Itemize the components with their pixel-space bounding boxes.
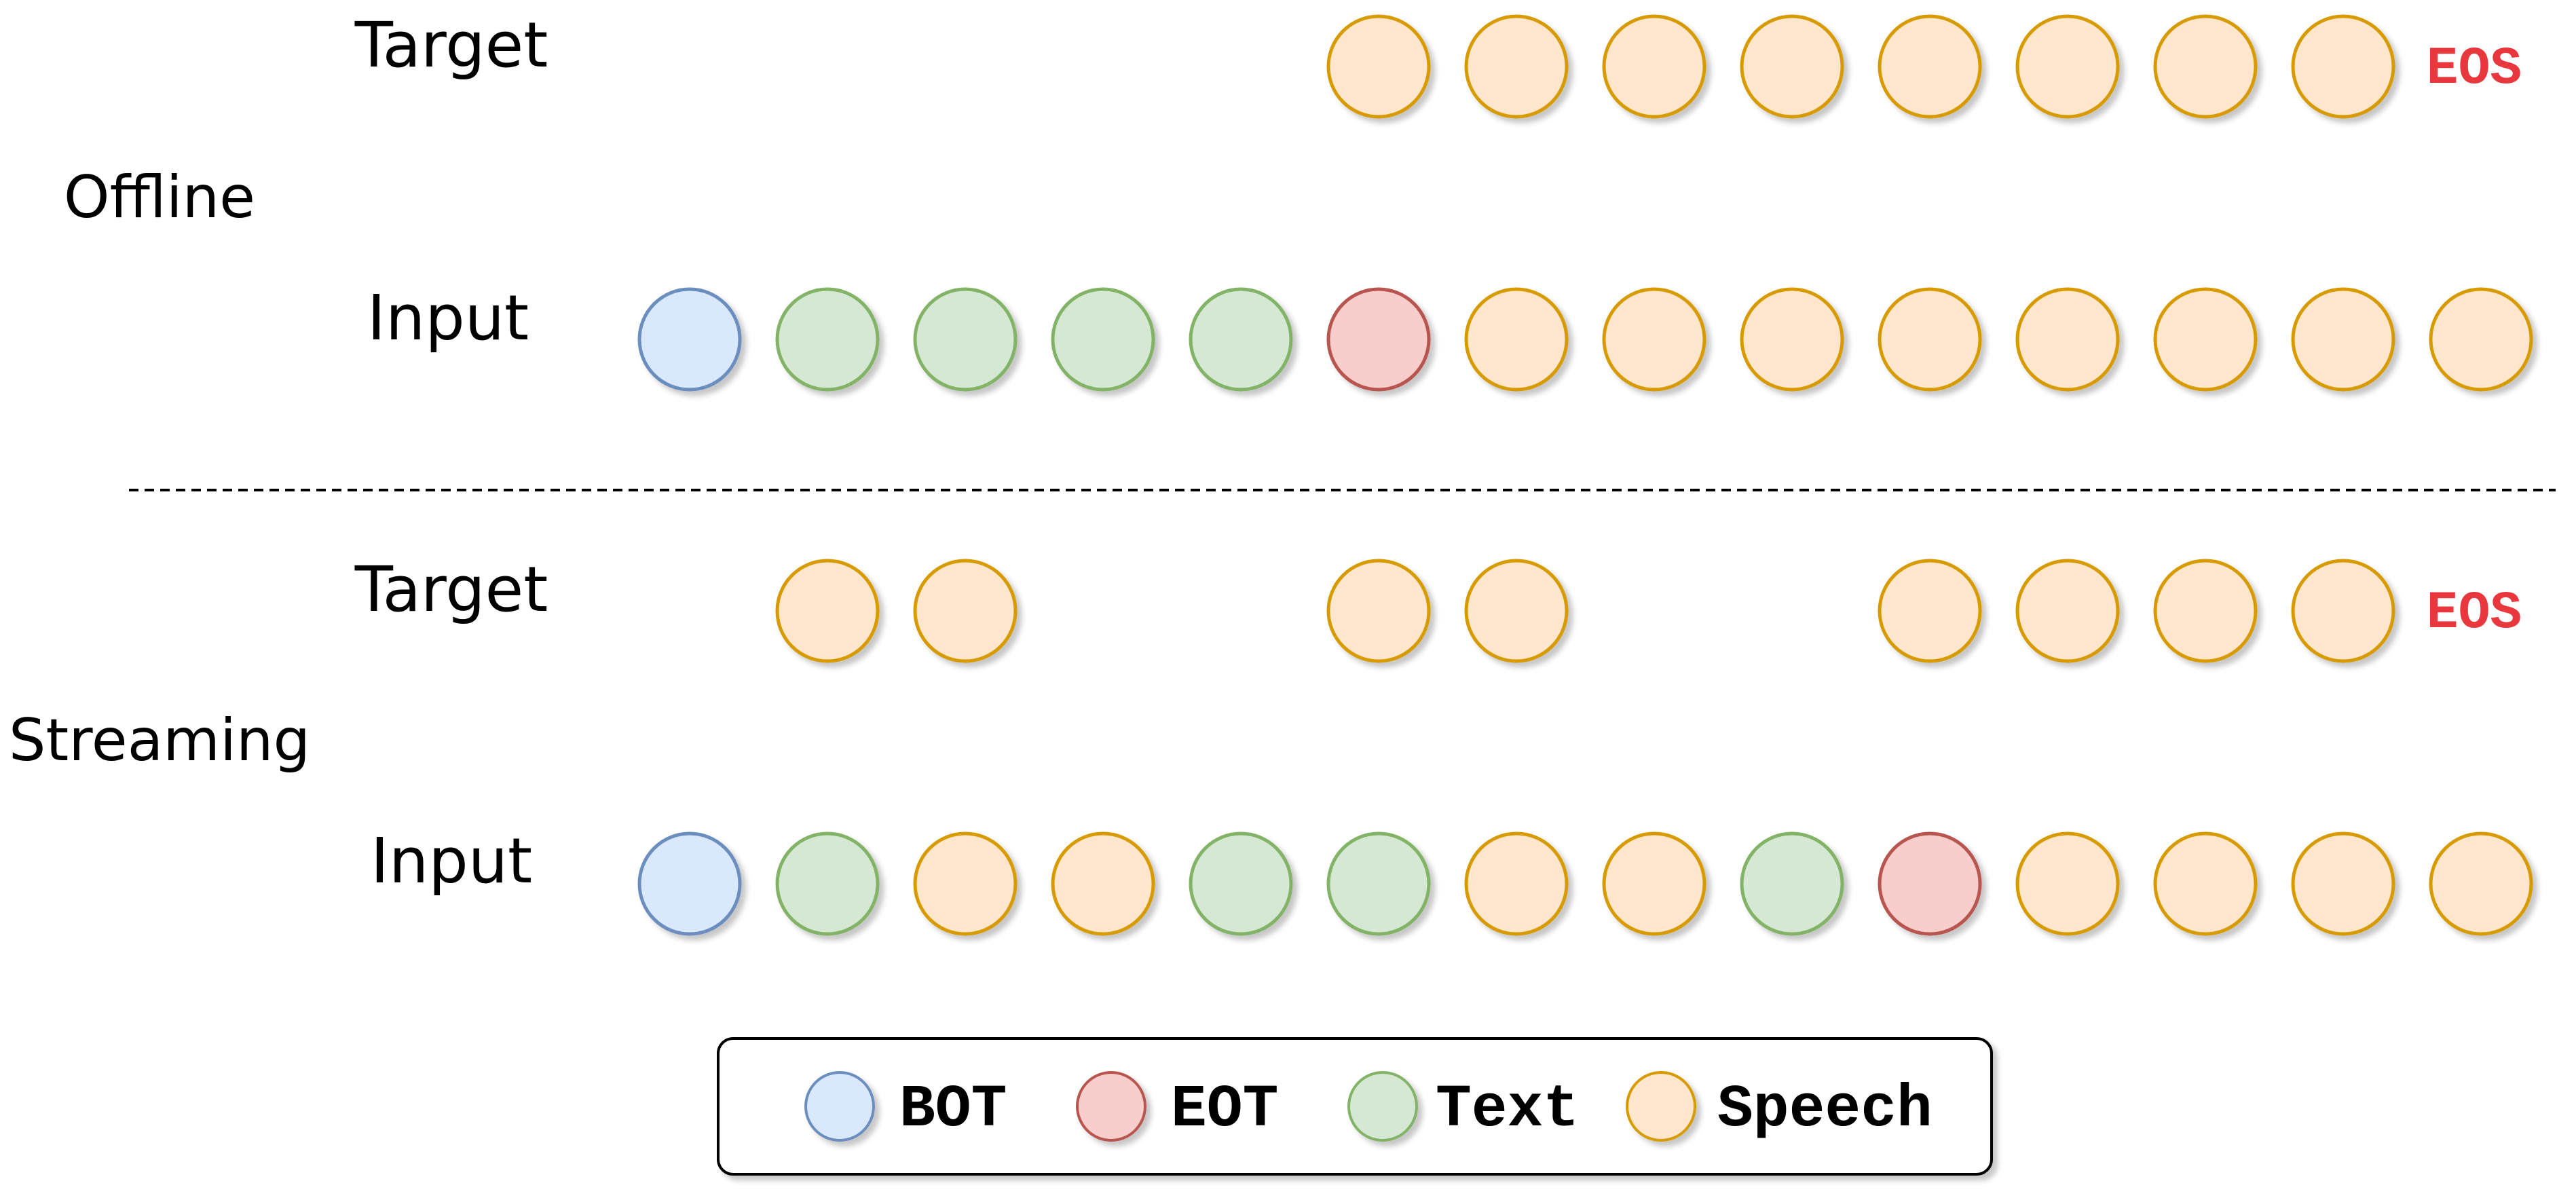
- streaming-target-token-speech: [1878, 559, 1982, 663]
- offline-input-token-speech: [2153, 287, 2258, 392]
- legend-swatch-eot: [1076, 1071, 1146, 1142]
- offline-input-token-speech: [2291, 287, 2395, 392]
- legend-label-text: Text: [1436, 1077, 1579, 1144]
- streaming-target-row: [775, 559, 2395, 663]
- offline-target-token-speech: [1878, 14, 1982, 119]
- streaming-input-token-text: [775, 831, 880, 936]
- offline-input-token-text: [913, 287, 1018, 392]
- offline-input-token-text: [1189, 287, 1293, 392]
- streaming-input-token-speech: [2429, 831, 2533, 936]
- streaming-input-token-speech: [2291, 831, 2395, 936]
- eos-label-streaming: EOS: [2427, 584, 2522, 643]
- row-label-offline-target: Target: [354, 9, 548, 81]
- legend-label-eot: EOT: [1171, 1077, 1278, 1144]
- offline-input-token-speech: [1740, 287, 1844, 392]
- offline-input-token-text: [775, 287, 880, 392]
- offline-input-row: [637, 287, 2533, 392]
- offline-input-token-eot: [1326, 287, 1431, 392]
- streaming-target-token-speech: [1326, 559, 1431, 663]
- offline-input-token-speech: [2429, 287, 2533, 392]
- row-label-streaming-input: Input: [371, 825, 532, 897]
- offline-input-token-bot: [637, 287, 742, 392]
- streaming-target-token-speech: [1464, 559, 1569, 663]
- legend-swatch-text: [1347, 1071, 1418, 1142]
- offline-target-token-speech: [1602, 14, 1706, 119]
- streaming-input-token-speech: [1051, 831, 1155, 936]
- streaming-input-token-text: [1740, 831, 1844, 936]
- row-label-offline-input: Input: [367, 282, 529, 354]
- offline-target-token-speech: [2015, 14, 2120, 119]
- offline-target-row: [1326, 14, 2395, 119]
- offline-target-token-speech: [2291, 14, 2395, 119]
- legend: BOT EOT Text Speech: [717, 1037, 1993, 1176]
- offline-input-token-text: [1051, 287, 1155, 392]
- streaming-target-token-speech: [2291, 559, 2395, 663]
- offline-target-token-speech: [1326, 14, 1431, 119]
- streaming-input-row: [637, 831, 2533, 936]
- row-label-streaming-target: Target: [354, 553, 548, 626]
- offline-target-token-speech: [2153, 14, 2258, 119]
- eos-label-offline: EOS: [2427, 39, 2522, 99]
- section-label-offline: Offline: [64, 164, 255, 231]
- legend-swatch-bot: [804, 1071, 875, 1142]
- offline-target-token-speech: [1464, 14, 1569, 119]
- streaming-input-token-speech: [1464, 831, 1569, 936]
- streaming-input-token-speech: [2153, 831, 2258, 936]
- offline-input-token-speech: [1878, 287, 1982, 392]
- streaming-input-token-bot: [637, 831, 742, 936]
- legend-swatch-speech: [1626, 1071, 1696, 1142]
- streaming-input-token-speech: [1602, 831, 1706, 936]
- streaming-input-token-text: [1189, 831, 1293, 936]
- streaming-target-token-speech: [2153, 559, 2258, 663]
- offline-input-token-speech: [1464, 287, 1569, 392]
- section-label-streaming: Streaming: [9, 707, 310, 774]
- streaming-input-token-eot: [1878, 831, 1982, 936]
- streaming-input-token-text: [1326, 831, 1431, 936]
- offline-target-token-speech: [1740, 14, 1844, 119]
- offline-input-token-speech: [2015, 287, 2120, 392]
- legend-label-speech: Speech: [1717, 1077, 1933, 1144]
- streaming-target-token-speech: [2015, 559, 2120, 663]
- streaming-input-token-speech: [2015, 831, 2120, 936]
- streaming-target-token-speech: [775, 559, 880, 663]
- offline-input-token-speech: [1602, 287, 1706, 392]
- streaming-input-token-speech: [913, 831, 1018, 936]
- streaming-target-token-speech: [913, 559, 1018, 663]
- legend-label-bot: BOT: [899, 1077, 1007, 1144]
